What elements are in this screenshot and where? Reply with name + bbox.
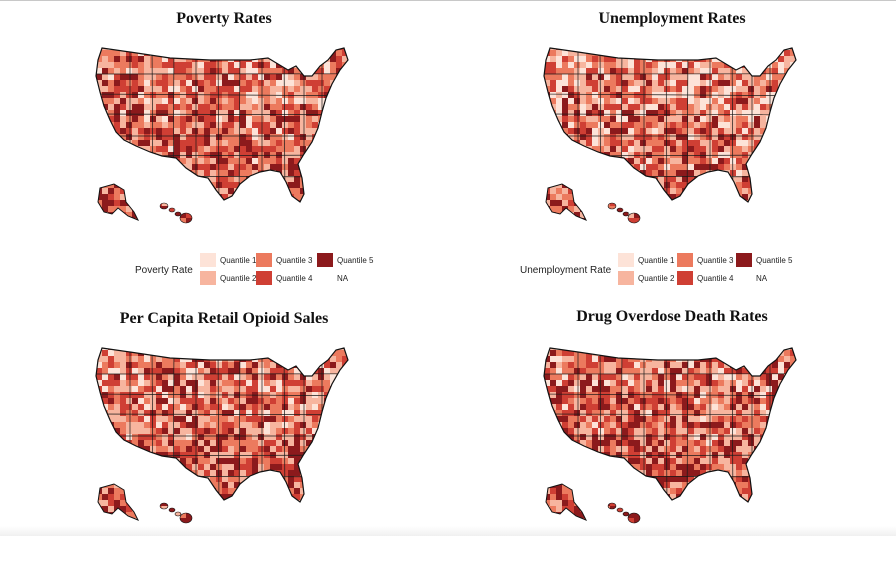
opioid-sales-title: Per Capita Retail Opioid Sales: [0, 310, 448, 328]
poverty-legend-q3: Quantile 3: [256, 253, 312, 267]
swatch-q3: [256, 253, 272, 267]
swatch-q1: [200, 253, 216, 267]
unemployment-panel: Unemployment Rates Unemployment Rate Qua…: [448, 0, 896, 268]
unemployment-map: [538, 36, 806, 232]
swatch-q4: [677, 271, 693, 285]
swatch-q2: [200, 271, 216, 285]
poverty-legend-na: NA: [317, 271, 348, 285]
swatch-na: [736, 271, 752, 285]
swatch-q3: [677, 253, 693, 267]
poverty-legend: Poverty Rate Quantile 1 Quantile 2 Quant…: [135, 253, 385, 289]
poverty-legend-title: Poverty Rate: [135, 265, 193, 276]
swatch-q5: [317, 253, 333, 267]
poverty-legend-q1: Quantile 1: [200, 253, 256, 267]
unemployment-legend-title: Unemployment Rate: [520, 265, 611, 276]
unemployment-legend-q3: Quantile 3: [677, 253, 733, 267]
swatch-q1: [618, 253, 634, 267]
unemployment-legend-na: NA: [736, 271, 767, 285]
unemployment-legend-q4: Quantile 4: [677, 271, 733, 285]
swatch-na: [317, 271, 333, 285]
overdose-title: Drug Overdose Death Rates: [448, 308, 896, 326]
unemployment-title: Unemployment Rates: [448, 10, 896, 28]
unemployment-legend-q5: Quantile 5: [736, 253, 792, 267]
overdose-map: [538, 336, 806, 532]
poverty-title: Poverty Rates: [0, 10, 448, 28]
poverty-legend-q4: Quantile 4: [256, 271, 312, 285]
unemployment-legend-q2: Quantile 2: [618, 271, 674, 285]
unemployment-legend-q1: Quantile 1: [618, 253, 674, 267]
swatch-q4: [256, 271, 272, 285]
bottom-fade: [0, 526, 896, 536]
poverty-legend-q5: Quantile 5: [317, 253, 373, 267]
poverty-panel: Poverty Rates Poverty Rate Quantile 1 Qu…: [0, 0, 448, 268]
poverty-legend-q2: Quantile 2: [200, 271, 256, 285]
swatch-q5: [736, 253, 752, 267]
poverty-map: [90, 36, 358, 232]
swatch-q2: [618, 271, 634, 285]
opioid-sales-map: [90, 336, 358, 532]
unemployment-legend: Unemployment Rate Quantile 1 Quantile 2 …: [520, 253, 810, 289]
